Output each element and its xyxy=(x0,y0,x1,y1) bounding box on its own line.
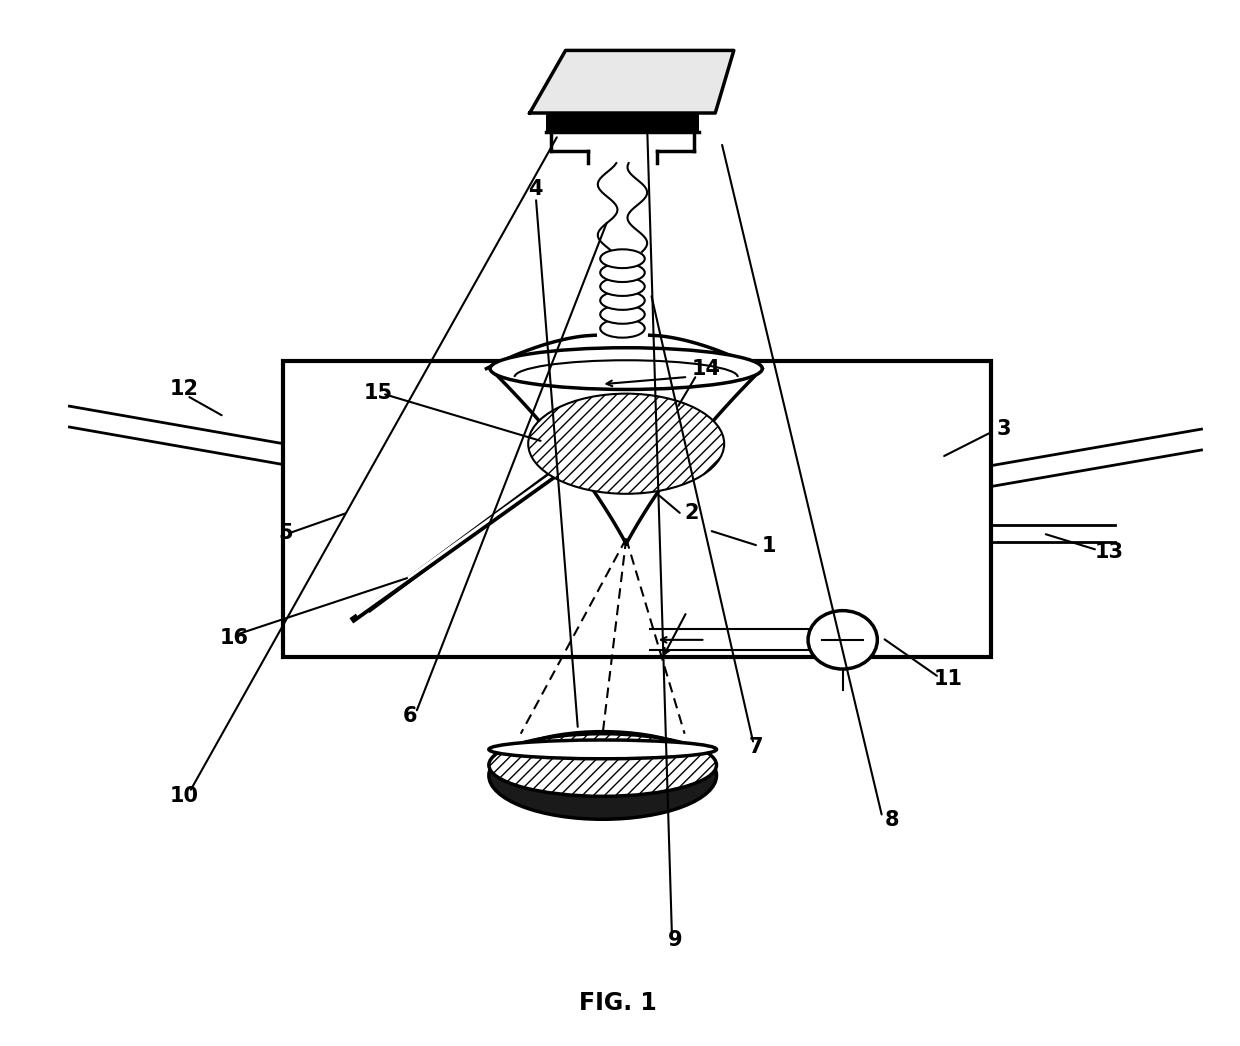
Text: 9: 9 xyxy=(668,930,683,950)
Ellipse shape xyxy=(600,249,645,268)
Text: 13: 13 xyxy=(1094,542,1123,562)
Ellipse shape xyxy=(490,347,763,389)
Text: 10: 10 xyxy=(170,787,198,806)
Text: 4: 4 xyxy=(528,179,543,199)
Ellipse shape xyxy=(600,264,645,282)
Text: 7: 7 xyxy=(749,737,764,757)
Text: 3: 3 xyxy=(996,419,1011,439)
Text: 8: 8 xyxy=(885,811,899,831)
Text: 6: 6 xyxy=(403,706,417,726)
Text: 12: 12 xyxy=(170,380,198,400)
Ellipse shape xyxy=(489,731,717,819)
Polygon shape xyxy=(529,50,734,113)
Bar xyxy=(546,113,699,132)
Text: 14: 14 xyxy=(692,359,722,379)
Text: 5: 5 xyxy=(279,523,294,544)
Text: FIG. 1: FIG. 1 xyxy=(579,991,656,1015)
Ellipse shape xyxy=(600,319,645,338)
Ellipse shape xyxy=(600,277,645,296)
Text: 16: 16 xyxy=(219,628,248,647)
Text: 2: 2 xyxy=(684,502,699,523)
Ellipse shape xyxy=(489,733,717,796)
Ellipse shape xyxy=(528,393,724,494)
Text: 11: 11 xyxy=(934,669,962,689)
Ellipse shape xyxy=(489,740,717,758)
Bar xyxy=(284,361,991,657)
Ellipse shape xyxy=(600,305,645,324)
Text: 15: 15 xyxy=(365,383,393,403)
Text: 1: 1 xyxy=(761,536,776,556)
Ellipse shape xyxy=(600,291,645,310)
Circle shape xyxy=(808,611,878,669)
